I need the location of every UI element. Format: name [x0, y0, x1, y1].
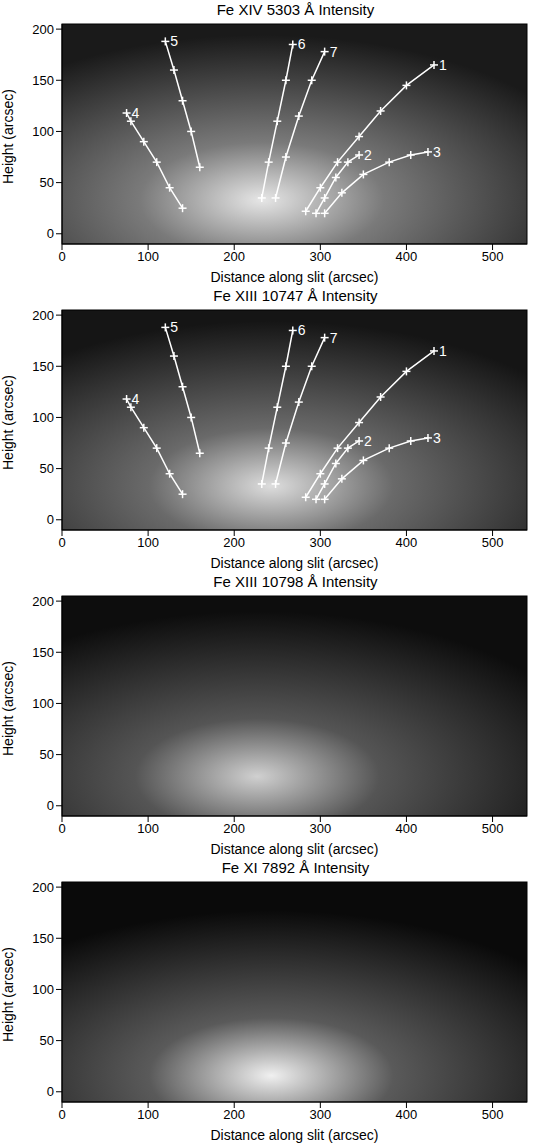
svg-text:3: 3 — [433, 430, 441, 446]
svg-text:Height (arcsec): Height (arcsec) — [0, 89, 16, 184]
svg-text:150: 150 — [32, 645, 54, 660]
svg-text:0: 0 — [47, 798, 54, 813]
svg-text:2: 2 — [364, 147, 372, 163]
svg-text:200: 200 — [223, 249, 245, 264]
svg-text:500: 500 — [482, 821, 504, 836]
svg-text:150: 150 — [32, 931, 54, 946]
svg-text:0: 0 — [58, 1107, 65, 1122]
svg-text:5: 5 — [170, 33, 178, 49]
svg-text:4: 4 — [132, 391, 140, 407]
svg-text:100: 100 — [137, 1107, 159, 1122]
svg-text:6: 6 — [298, 36, 306, 52]
svg-text:0: 0 — [47, 512, 54, 527]
svg-text:7: 7 — [330, 330, 338, 346]
svg-text:6: 6 — [298, 322, 306, 338]
svg-text:400: 400 — [396, 821, 418, 836]
svg-text:3: 3 — [433, 144, 441, 160]
svg-text:50: 50 — [40, 175, 54, 190]
svg-text:4: 4 — [132, 105, 140, 121]
svg-text:100: 100 — [137, 821, 159, 836]
svg-text:100: 100 — [32, 696, 54, 711]
svg-text:200: 200 — [32, 308, 54, 323]
svg-text:200: 200 — [223, 535, 245, 550]
svg-text:150: 150 — [32, 359, 54, 374]
svg-text:Height (arcsec): Height (arcsec) — [0, 947, 16, 1042]
svg-text:0: 0 — [47, 1084, 54, 1099]
svg-text:200: 200 — [32, 880, 54, 895]
svg-text:100: 100 — [32, 410, 54, 425]
svg-text:1: 1 — [439, 57, 447, 73]
svg-text:50: 50 — [40, 461, 54, 476]
svg-text:Distance along slit (arcsec): Distance along slit (arcsec) — [210, 269, 378, 285]
svg-text:200: 200 — [32, 22, 54, 37]
svg-text:300: 300 — [309, 821, 331, 836]
svg-text:100: 100 — [32, 982, 54, 997]
svg-text:100: 100 — [137, 535, 159, 550]
svg-text:2: 2 — [364, 433, 372, 449]
svg-text:200: 200 — [32, 594, 54, 609]
svg-text:0: 0 — [47, 226, 54, 241]
svg-text:Distance along slit (arcsec): Distance along slit (arcsec) — [210, 555, 378, 571]
svg-text:Height (arcsec): Height (arcsec) — [0, 375, 16, 470]
svg-text:400: 400 — [396, 249, 418, 264]
svg-text:500: 500 — [482, 1107, 504, 1122]
svg-text:Distance along slit (arcsec): Distance along slit (arcsec) — [210, 1127, 378, 1143]
svg-text:50: 50 — [40, 747, 54, 762]
svg-text:0: 0 — [58, 249, 65, 264]
svg-text:7: 7 — [330, 44, 338, 60]
html-text:Fe XIII 10747 Å Intensity: Fe XIII 10747 Å Intensity — [213, 287, 378, 304]
svg-text:500: 500 — [482, 249, 504, 264]
svg-text:Height (arcsec): Height (arcsec) — [0, 661, 16, 756]
svg-text:300: 300 — [309, 535, 331, 550]
svg-text:Distance along slit (arcsec): Distance along slit (arcsec) — [210, 841, 378, 857]
svg-text:0: 0 — [58, 821, 65, 836]
svg-text:400: 400 — [396, 535, 418, 550]
svg-text:50: 50 — [40, 1033, 54, 1048]
svg-text:100: 100 — [137, 249, 159, 264]
svg-text:100: 100 — [32, 124, 54, 139]
svg-text:0: 0 — [58, 535, 65, 550]
svg-text:300: 300 — [309, 249, 331, 264]
svg-text:150: 150 — [32, 73, 54, 88]
svg-text:5: 5 — [170, 319, 178, 335]
html-text:Fe XIV 5303 Å Intensity: Fe XIV 5303 Å Intensity — [216, 1, 375, 18]
svg-text:1: 1 — [439, 343, 447, 359]
html-text:Fe XI 7892 Å Intensity: Fe XI 7892 Å Intensity — [221, 859, 370, 876]
svg-text:500: 500 — [482, 535, 504, 550]
svg-text:300: 300 — [309, 1107, 331, 1122]
svg-text:400: 400 — [396, 1107, 418, 1122]
html-text:Fe XIII 10798 Å Intensity: Fe XIII 10798 Å Intensity — [213, 573, 378, 590]
svg-text:200: 200 — [223, 1107, 245, 1122]
svg-text:200: 200 — [223, 821, 245, 836]
